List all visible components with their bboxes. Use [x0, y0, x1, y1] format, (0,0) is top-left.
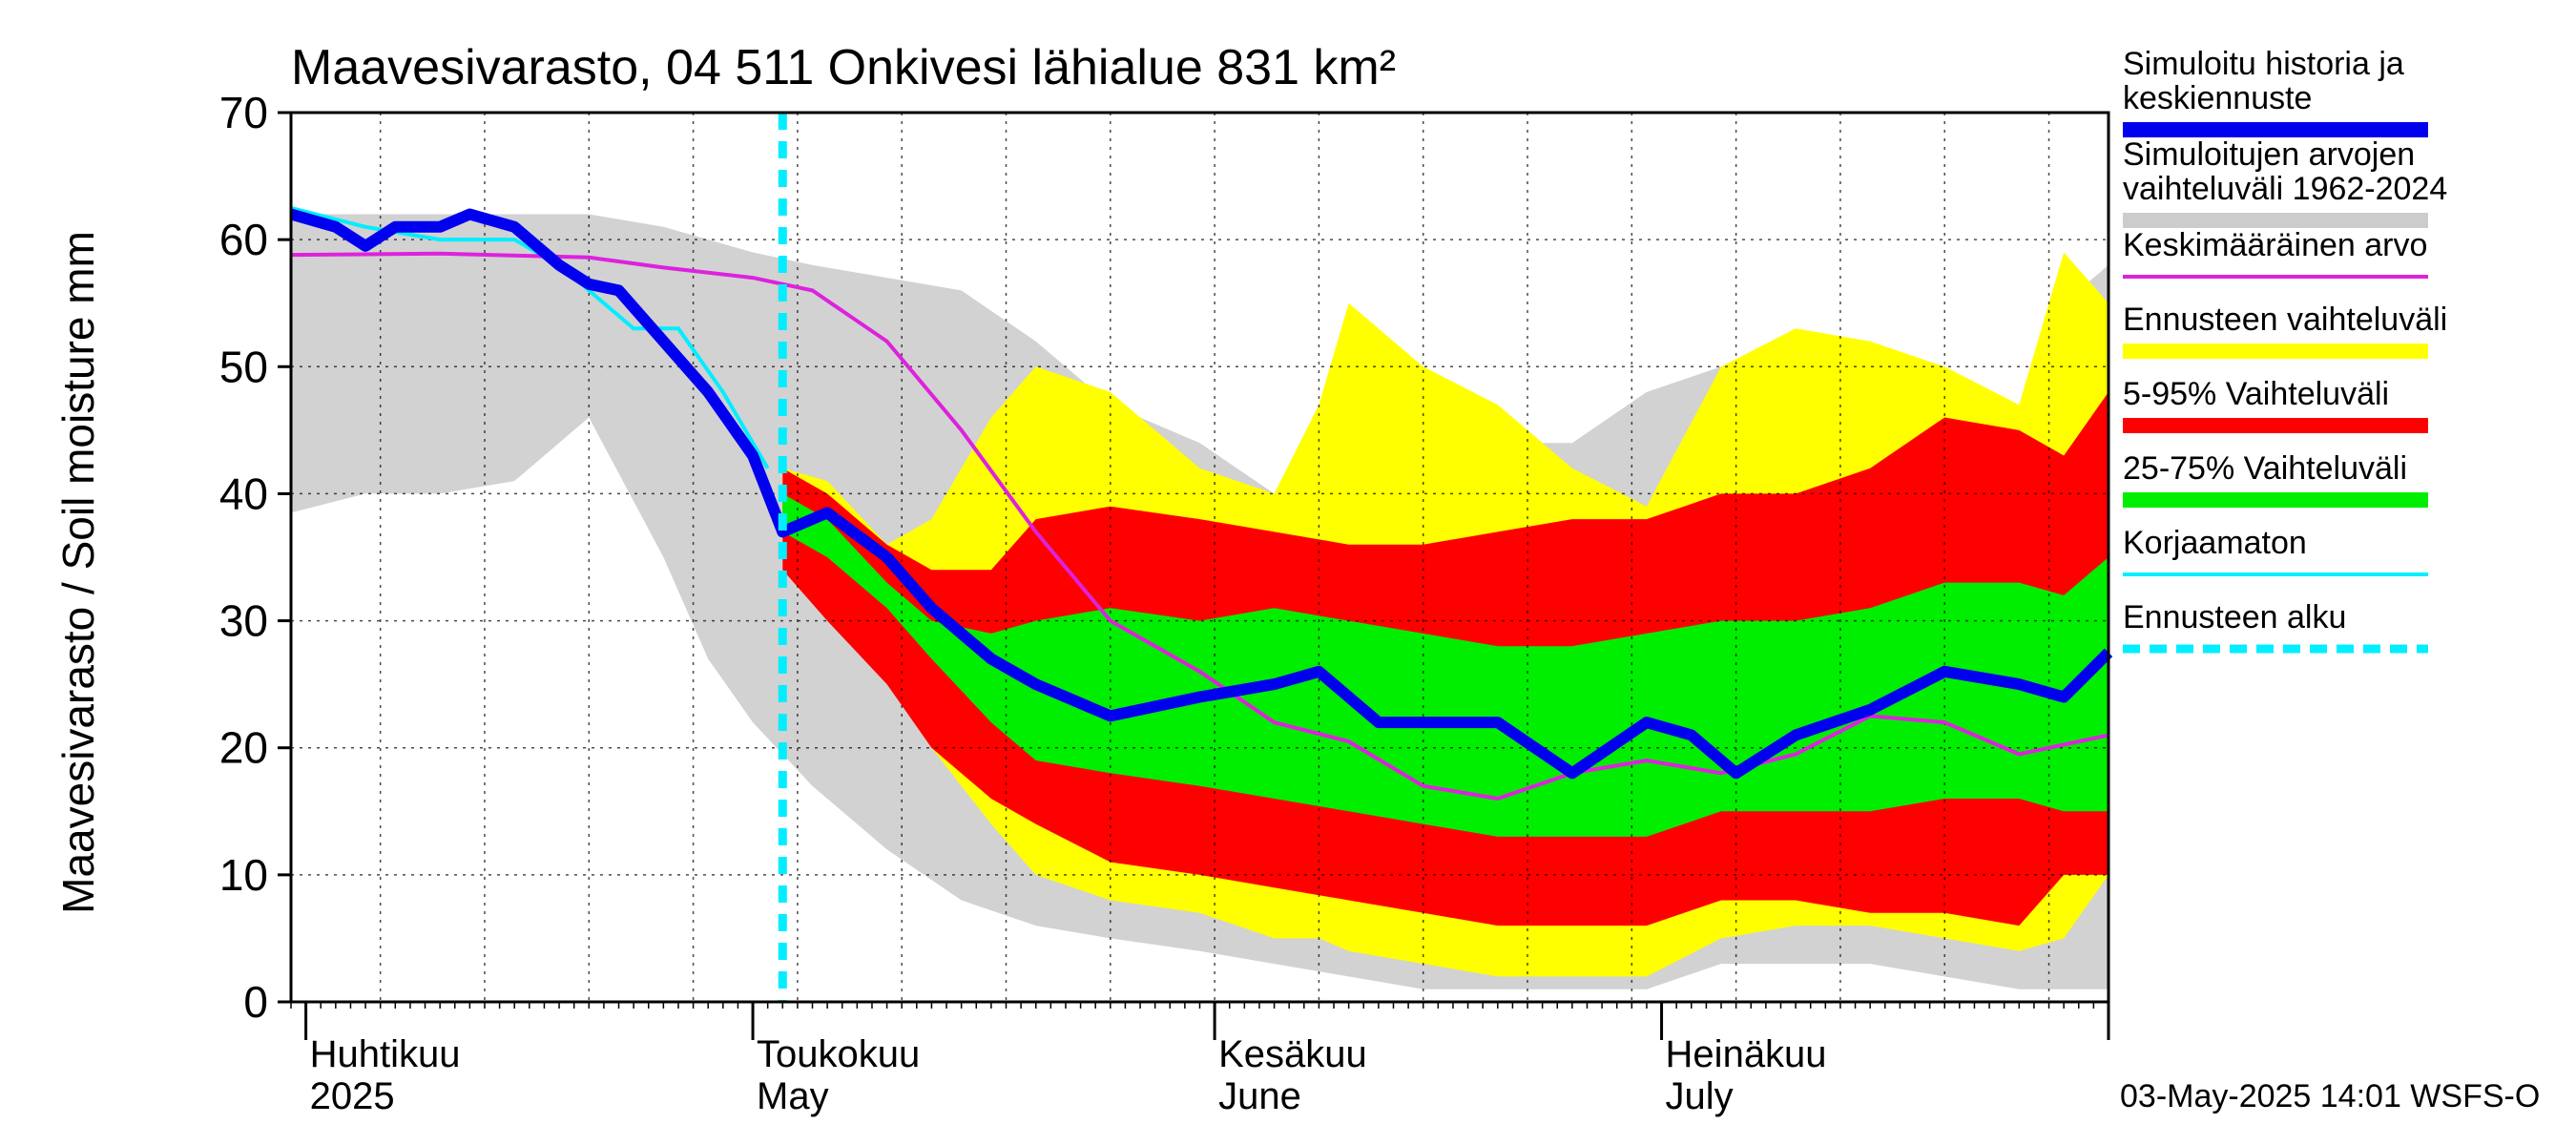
month-label-en: June — [1218, 1075, 1301, 1117]
month-label-fi: Huhtikuu — [310, 1033, 461, 1075]
legend-label: Ennusteen vaihteluväli — [2123, 302, 2447, 338]
month-label-en: 2025 — [310, 1075, 395, 1117]
legend-item: Ennusteen vaihteluväli — [2123, 302, 2447, 359]
footer-timestamp: 03-May-2025 14:01 WSFS-O — [2120, 1078, 2540, 1114]
month-label-fi: Kesäkuu — [1218, 1033, 1367, 1075]
legend-item: Ennusteen alku — [2123, 599, 2428, 654]
legend-item: Korjaamaton — [2123, 525, 2428, 576]
legend-label: Keskimääräinen arvo — [2123, 227, 2427, 263]
legend-label: Simuloitu historia ja — [2123, 46, 2404, 82]
y-tick-label: 60 — [219, 215, 268, 264]
legend: Simuloitu historia jakeskiennusteSimuloi… — [2123, 46, 2447, 654]
legend-item: Keskimääräinen arvo — [2123, 227, 2428, 279]
legend-label: 5-95% Vaihteluväli — [2123, 376, 2389, 412]
month-label-en: July — [1666, 1075, 1734, 1117]
legend-label: Korjaamaton — [2123, 525, 2307, 561]
median-line — [289, 208, 2113, 780]
y-tick-label: 0 — [243, 977, 268, 1027]
legend-label-2: vaihteluväli 1962-2024 — [2123, 171, 2447, 207]
legend-label: Simuloitujen arvojen — [2123, 136, 2415, 173]
y-tick-label: 70 — [219, 88, 268, 137]
legend-item: 5-95% Vaihteluväli — [2123, 376, 2428, 433]
month-label-fi: Heinäkuu — [1666, 1033, 1827, 1075]
y-tick-label: 50 — [219, 342, 268, 391]
legend-label: Ennusteen alku — [2123, 599, 2346, 635]
y-tick-label: 40 — [219, 468, 268, 518]
month-label-en: May — [757, 1075, 829, 1117]
chart-title: Maavesivarasto, 04 511 Onkivesi lähialue… — [291, 40, 1396, 95]
y-axis-label: Maavesivarasto / Soil moisture mm — [53, 231, 103, 914]
grid — [291, 113, 2109, 1002]
legend-item: 25-75% Vaihteluväli — [2123, 450, 2428, 508]
legend-label: 25-75% Vaihteluväli — [2123, 450, 2407, 487]
y-tick-label: 30 — [219, 596, 268, 646]
mean-line — [290, 251, 2109, 802]
y-tick-label: 10 — [219, 850, 268, 900]
legend-label-2: keskiennuste — [2123, 80, 2312, 116]
month-label-fi: Toukokuu — [757, 1033, 920, 1075]
y-tick-label: 20 — [219, 723, 268, 773]
